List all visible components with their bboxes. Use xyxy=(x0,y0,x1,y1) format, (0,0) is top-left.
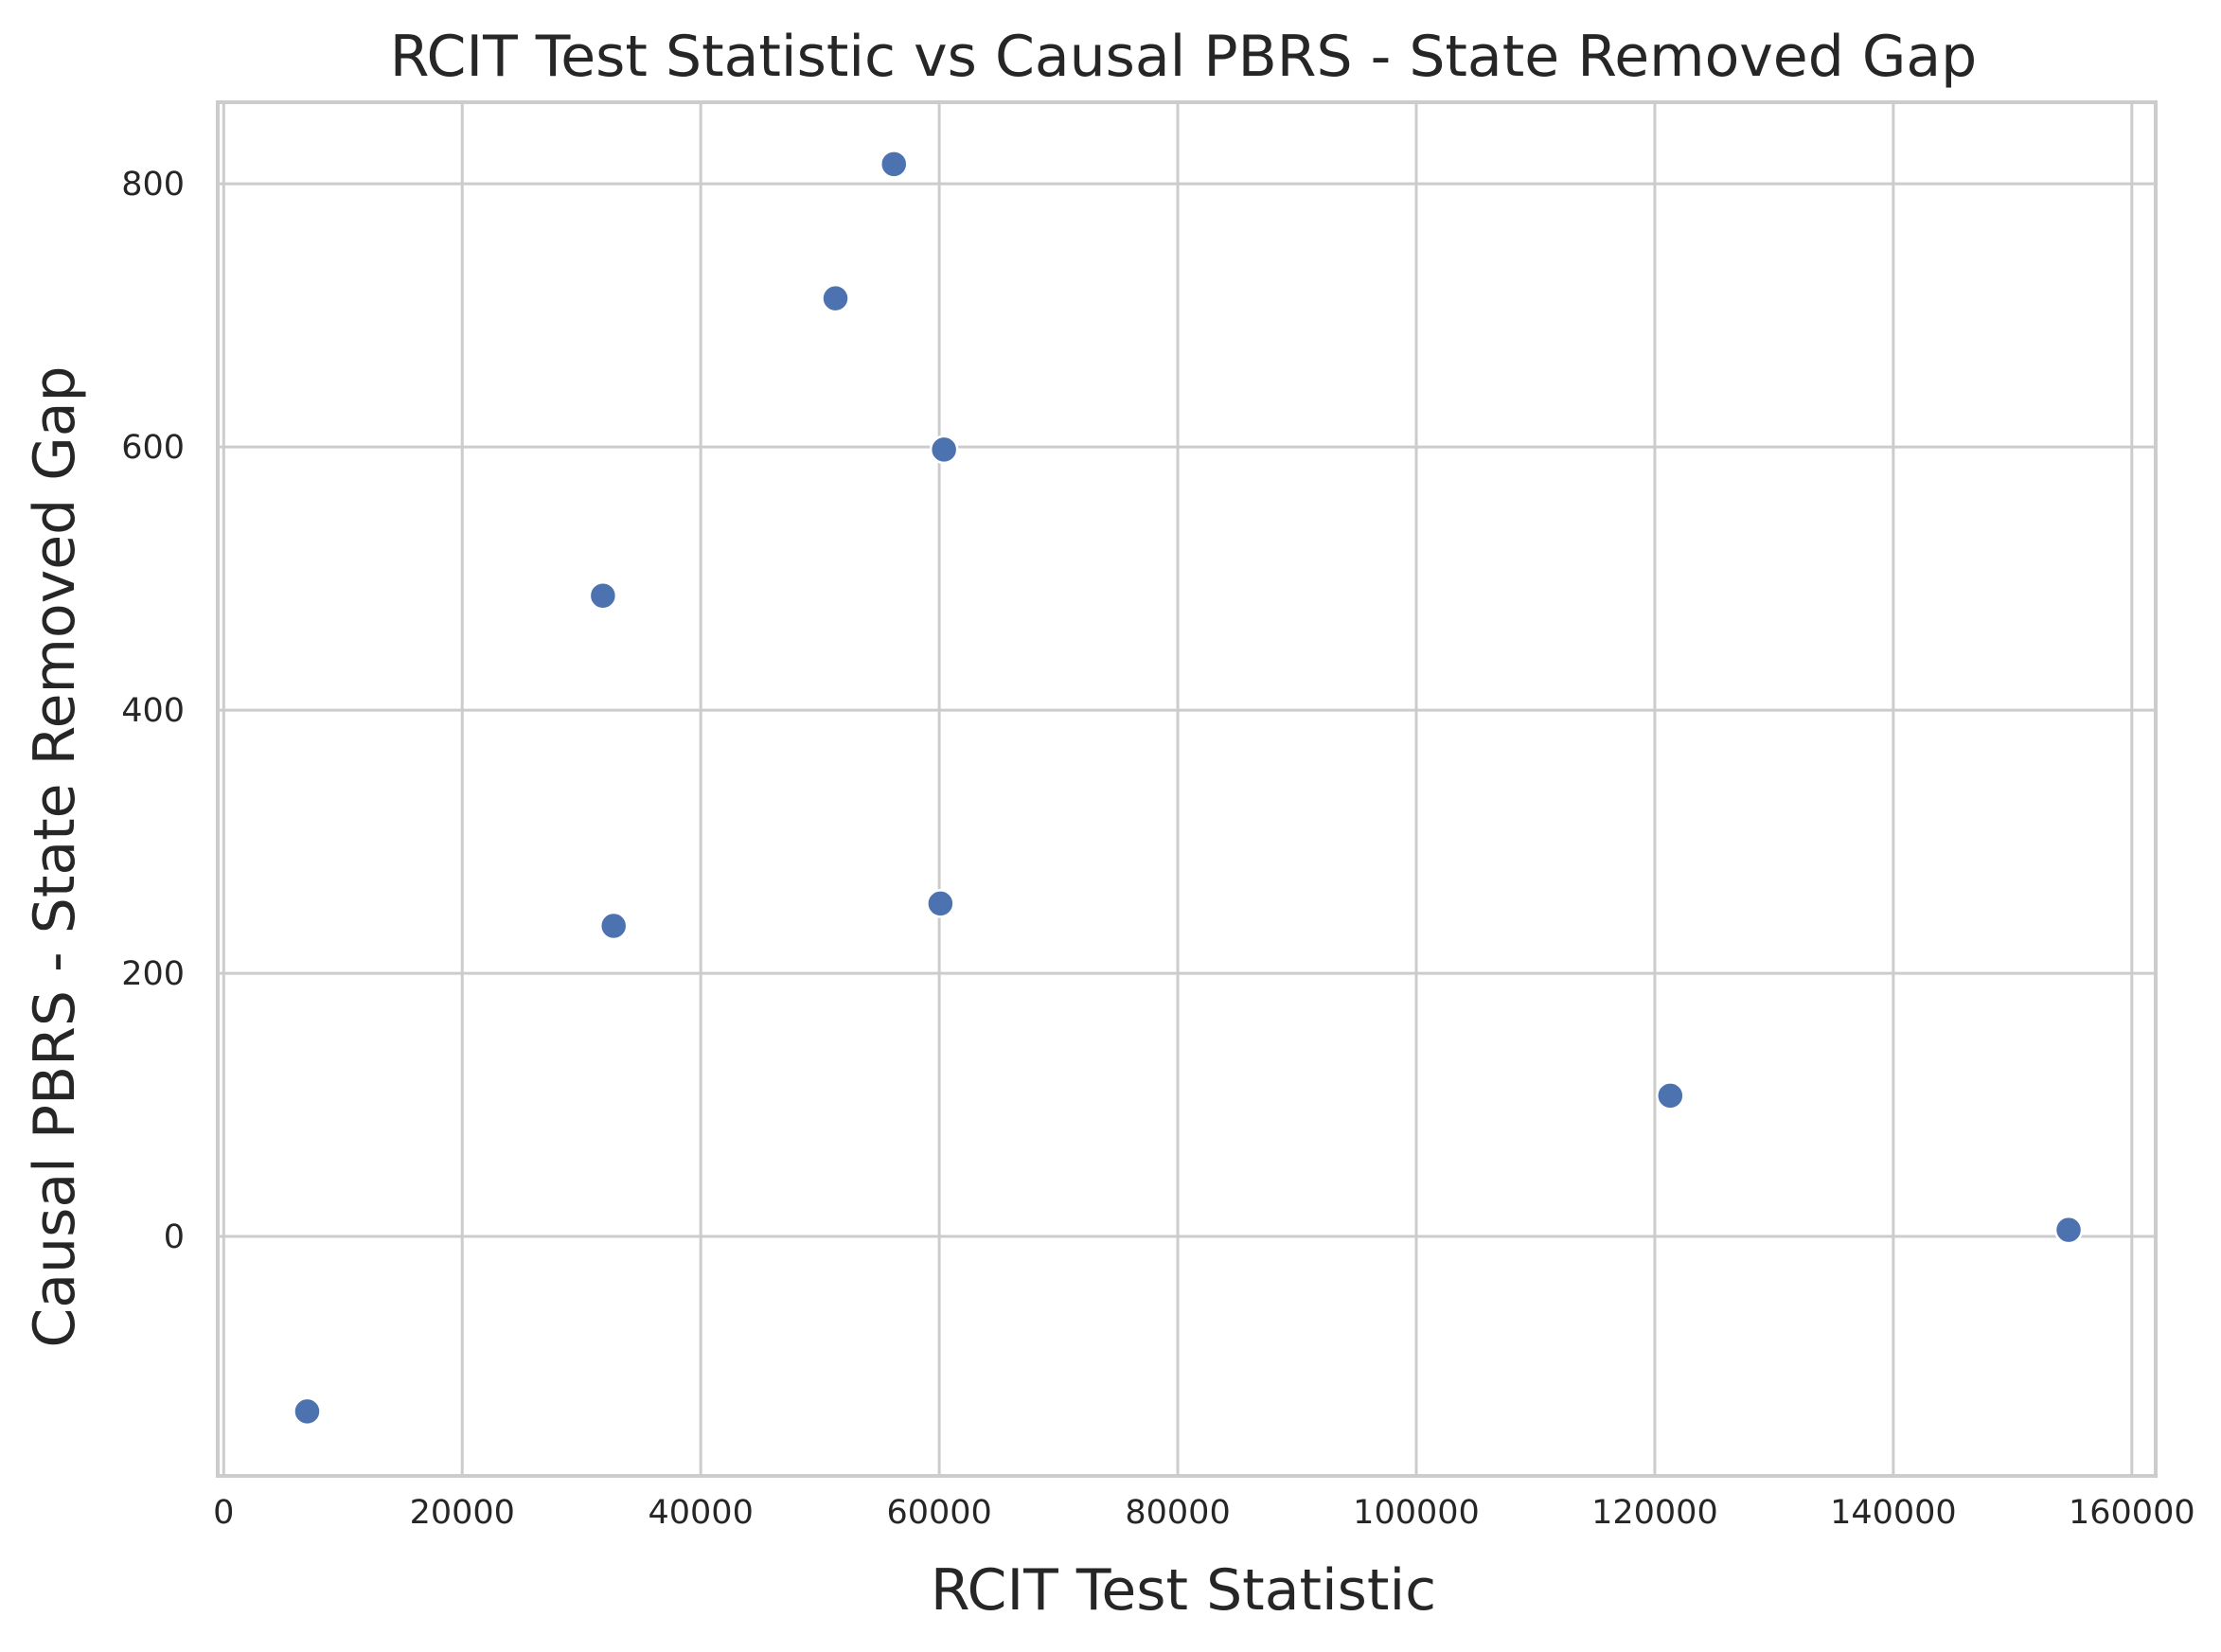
x-tick-label: 120000 xyxy=(1591,1494,1718,1532)
tick-labels: 0 20000 40000 60000 80000 100000 120000 140000 1… xyxy=(121,166,2194,1532)
data-point xyxy=(2053,1215,2084,1245)
chart-title: RCIT Test Statistic vs Causal PBRS - Sta… xyxy=(390,24,1977,90)
x-tick-label: 20000 xyxy=(410,1494,515,1532)
x-tick-label: 60000 xyxy=(886,1494,991,1532)
data-point xyxy=(293,1396,322,1427)
y-tick-label: 0 xyxy=(164,1218,185,1256)
data-point xyxy=(588,580,618,611)
x-tick-label: 0 xyxy=(213,1494,234,1532)
x-tick-label: 40000 xyxy=(649,1494,754,1532)
x-tick-label: 160000 xyxy=(2069,1494,2195,1532)
y-tick-label: 600 xyxy=(121,429,185,467)
data-point xyxy=(926,889,955,918)
data-point xyxy=(598,911,629,941)
y-tick-label: 800 xyxy=(121,166,185,204)
x-axis-label: RCIT Test Statistic xyxy=(931,1557,1436,1624)
y-tick-label: 200 xyxy=(121,955,185,993)
y-tick-label: 400 xyxy=(121,692,185,730)
data-point xyxy=(879,150,909,179)
plot-frame xyxy=(216,100,2158,1478)
y-axis-label: Causal PBRS - State Removed Gap xyxy=(22,365,88,1347)
data-points xyxy=(293,150,2084,1427)
grid xyxy=(218,102,2156,1476)
x-tick-label: 80000 xyxy=(1125,1494,1230,1532)
data-point xyxy=(821,283,850,313)
x-tick-label: 140000 xyxy=(1830,1494,1957,1532)
data-point xyxy=(929,435,959,465)
x-tick-label: 100000 xyxy=(1353,1494,1480,1532)
data-point xyxy=(1656,1081,1685,1110)
